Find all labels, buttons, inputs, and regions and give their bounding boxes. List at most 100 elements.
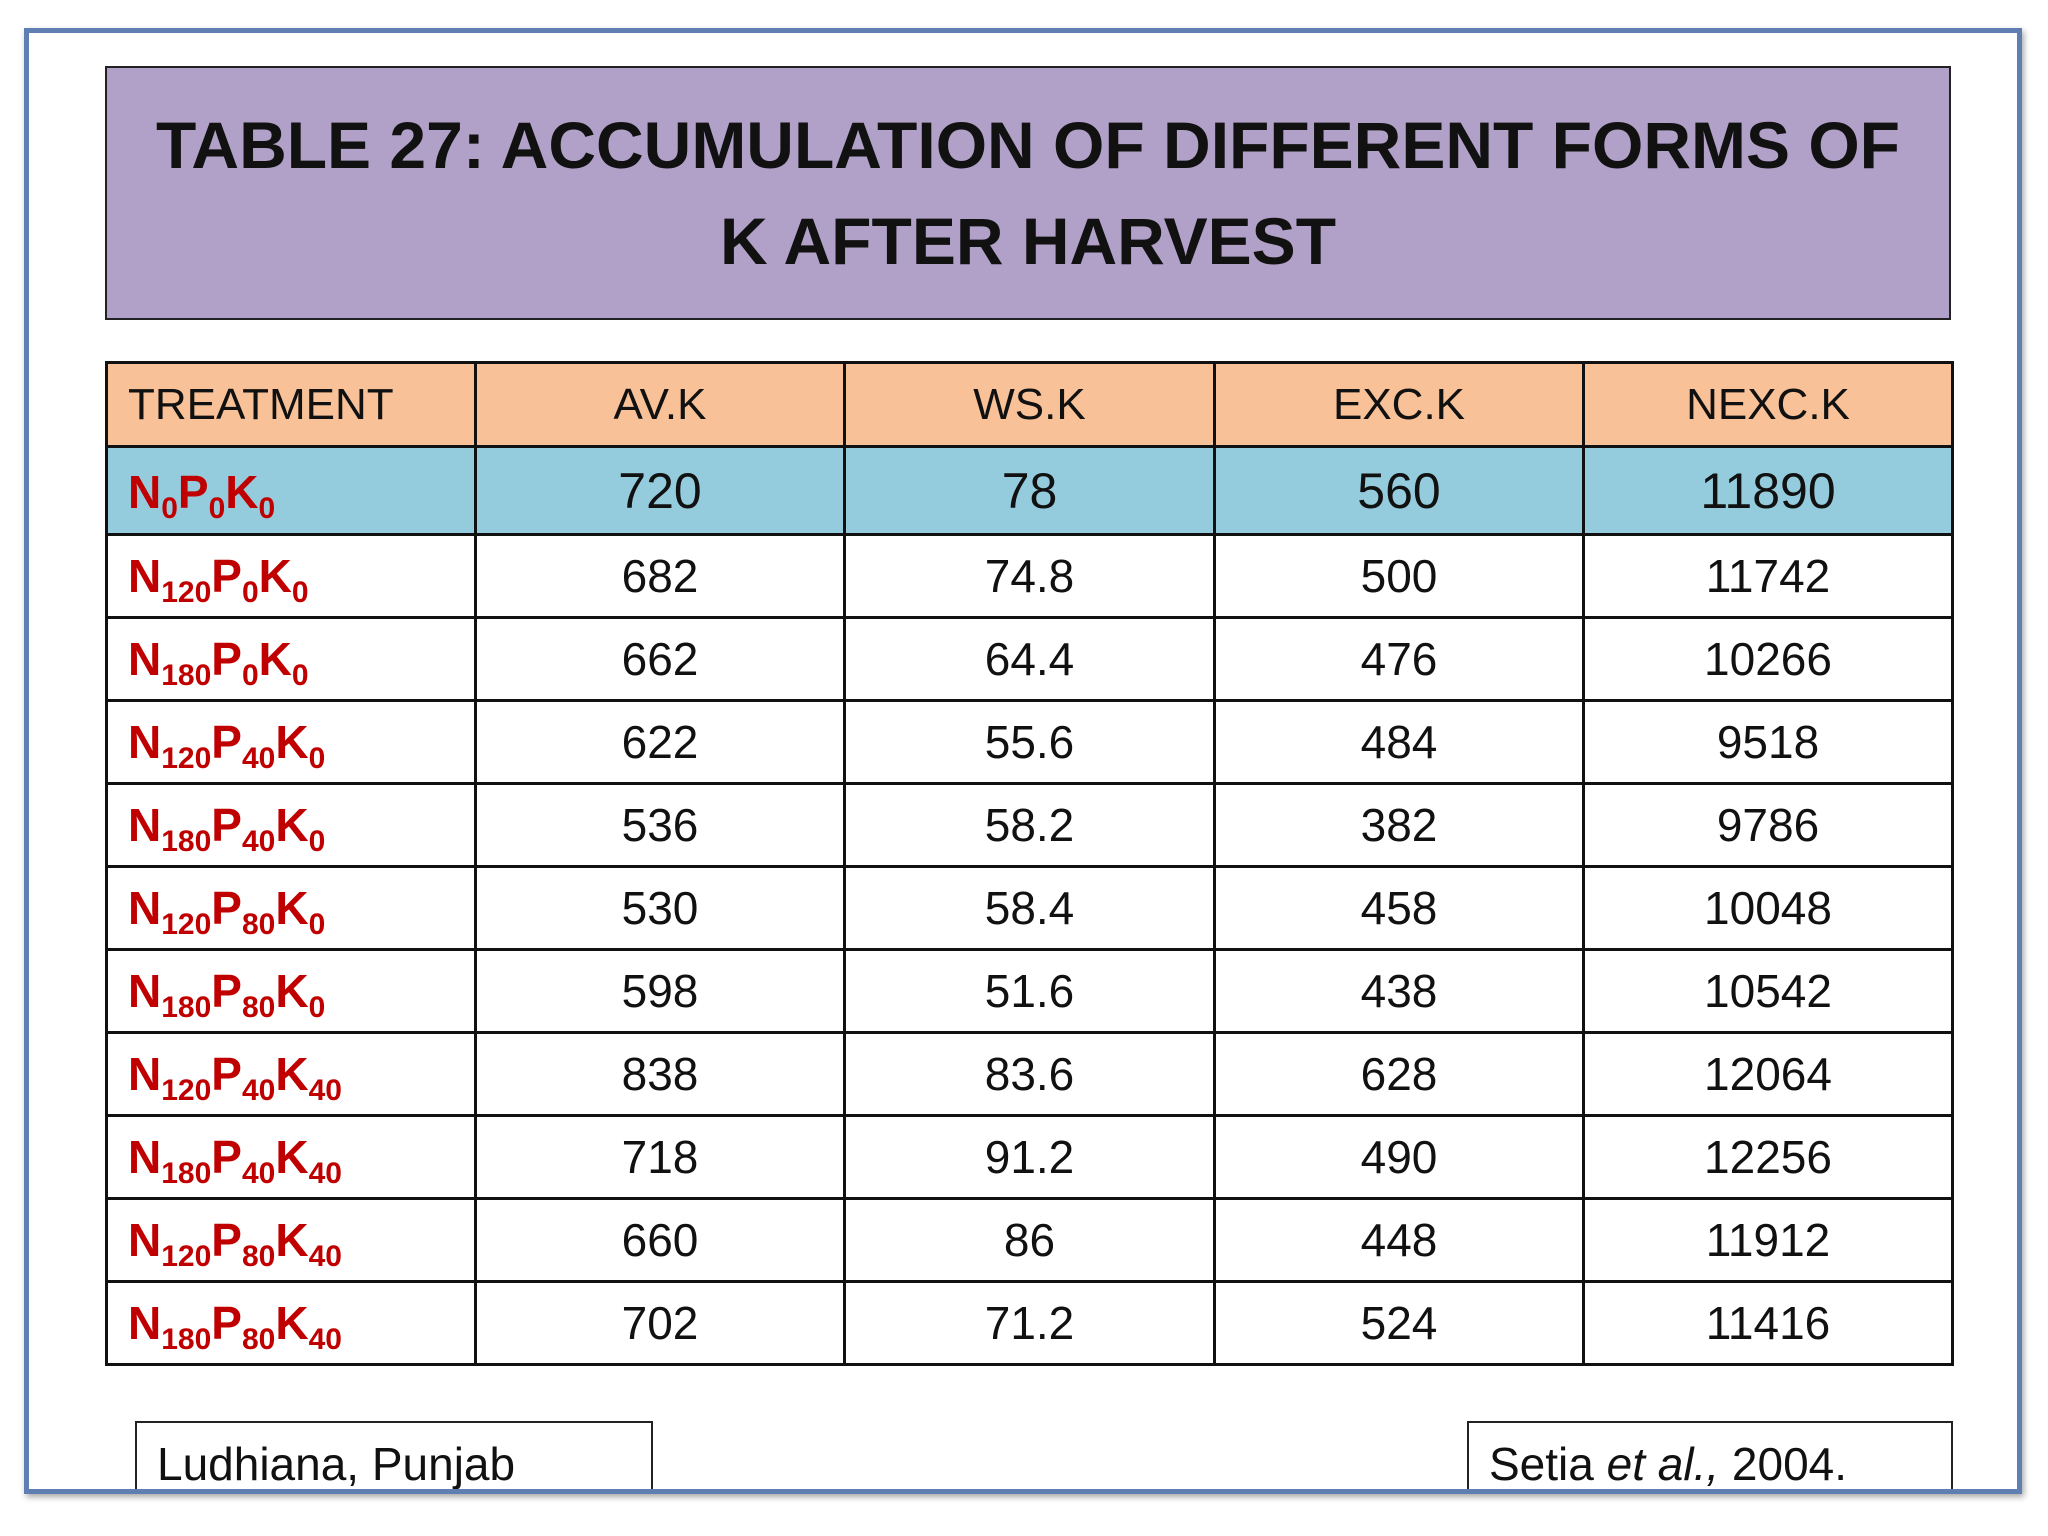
table-row: N180P80K40 702 71.2 524 11416 <box>105 1280 1954 1366</box>
treatment-p-rate: 40 <box>241 742 276 775</box>
nexc-k-cell: 12256 <box>1582 1114 1954 1200</box>
treatment-k-rate: 0 <box>308 742 326 775</box>
ws-k-cell: 58.2 <box>843 782 1216 868</box>
table-row: N180P40K0 536 58.2 382 9786 <box>105 782 1954 868</box>
treatment-p-letter: P <box>211 882 242 934</box>
treatment-p-letter: P <box>211 1131 242 1183</box>
treatment-n-letter: N <box>128 633 162 685</box>
treatment-n-letter: N <box>128 882 162 934</box>
av-k-cell: 838 <box>474 1031 846 1117</box>
header-exc-k: EXC.K <box>1213 361 1585 448</box>
treatment-cell: N120P0K0 <box>105 533 477 619</box>
nexc-k-cell: 11890 <box>1582 445 1954 536</box>
av-k-cell: 536 <box>474 782 846 868</box>
location-text: Ludhiana, Punjab <box>157 1438 516 1490</box>
treatment-p-letter: P <box>211 965 242 1017</box>
treatment-p-rate: 80 <box>241 1240 276 1273</box>
treatment-k-rate: 0 <box>308 991 326 1024</box>
table-header-row: TREATMENT AV.K WS.K EXC.K NEXC.K <box>105 361 1954 448</box>
citation-box: Setia et al., 2004. <box>1467 1421 1953 1490</box>
treatment-n-rate: 120 <box>161 908 212 941</box>
nexc-k-cell: 11742 <box>1582 533 1954 619</box>
treatment-k-letter: K <box>275 799 309 851</box>
nexc-k-cell: 11912 <box>1582 1197 1954 1283</box>
treatment-n-rate: 0 <box>161 491 178 525</box>
treatment-n-rate: 120 <box>161 1074 212 1107</box>
treatment-k-letter: K <box>225 465 259 518</box>
treatment-k-rate: 40 <box>308 1323 342 1356</box>
treatment-cell: N120P80K0 <box>105 865 477 951</box>
treatment-p-rate: 80 <box>241 908 276 941</box>
treatment-k-rate: 40 <box>308 1240 342 1273</box>
treatment-cell: N120P40K0 <box>105 699 477 785</box>
av-k-cell: 662 <box>474 616 846 702</box>
exc-k-cell: 458 <box>1213 865 1585 951</box>
treatment-n-rate: 180 <box>161 825 212 858</box>
header-ws-k: WS.K <box>843 361 1216 448</box>
nexc-k-cell: 10542 <box>1582 948 1954 1034</box>
treatment-n-letter: N <box>128 716 162 768</box>
treatment-cell: N180P80K0 <box>105 948 477 1034</box>
av-k-cell: 718 <box>474 1114 846 1200</box>
ws-k-cell: 83.6 <box>843 1031 1216 1117</box>
treatment-p-letter: P <box>211 716 242 768</box>
title-line-2: K AFTER HARVEST <box>719 204 1337 278</box>
location-box: Ludhiana, Punjab <box>135 1421 653 1490</box>
ws-k-cell: 74.8 <box>843 533 1216 619</box>
ws-k-cell: 71.2 <box>843 1280 1216 1366</box>
treatment-k-letter: K <box>258 633 292 685</box>
treatment-p-rate: 40 <box>241 825 276 858</box>
treatment-p-letter: P <box>211 799 242 851</box>
treatment-p-letter: P <box>211 633 242 685</box>
exc-k-cell: 438 <box>1213 948 1585 1034</box>
exc-k-cell: 490 <box>1213 1114 1585 1200</box>
treatment-cell: N120P40K40 <box>105 1031 477 1117</box>
treatment-cell: N0P0K0 <box>105 445 477 536</box>
treatment-p-letter: P <box>211 1297 242 1349</box>
ws-k-cell: 58.4 <box>843 865 1216 951</box>
nexc-k-cell: 9518 <box>1582 699 1954 785</box>
ws-k-cell: 78 <box>843 445 1216 536</box>
treatment-n-letter: N <box>128 799 162 851</box>
treatment-k-letter: K <box>258 550 292 602</box>
exc-k-cell: 382 <box>1213 782 1585 868</box>
av-k-cell: 702 <box>474 1280 846 1366</box>
treatment-k-letter: K <box>275 965 309 1017</box>
treatment-k-letter: K <box>275 716 309 768</box>
table-row: N120P40K0 622 55.6 484 9518 <box>105 699 1954 785</box>
av-k-cell: 622 <box>474 699 846 785</box>
treatment-k-letter: K <box>275 1131 309 1183</box>
ws-k-cell: 86 <box>843 1197 1216 1283</box>
treatment-n-letter: N <box>128 1131 162 1183</box>
ws-k-cell: 91.2 <box>843 1114 1216 1200</box>
av-k-cell: 660 <box>474 1197 846 1283</box>
exc-k-cell: 484 <box>1213 699 1585 785</box>
treatment-n-letter: N <box>128 465 162 518</box>
table-row: N180P0K0 662 64.4 476 10266 <box>105 616 1954 702</box>
nexc-k-cell: 11416 <box>1582 1280 1954 1366</box>
treatment-cell: N180P40K40 <box>105 1114 477 1200</box>
treatment-n-rate: 120 <box>161 1240 212 1273</box>
table-body: N0P0K0 720 78 560 11890 N120P0K0 682 74.8 500 117… <box>105 445 1954 1366</box>
nexc-k-cell: 10048 <box>1582 865 1954 951</box>
treatment-k-letter: K <box>275 1297 309 1349</box>
treatment-n-letter: N <box>128 1297 162 1349</box>
potassium-table: TREATMENT AV.K WS.K EXC.K NEXC.K N0P0K0 7… <box>105 361 1954 1366</box>
exc-k-cell: 476 <box>1213 616 1585 702</box>
treatment-n-letter: N <box>128 1214 162 1266</box>
treatment-p-letter: P <box>211 1214 242 1266</box>
treatment-p-rate: 40 <box>241 1157 276 1190</box>
treatment-n-letter: N <box>128 1048 162 1100</box>
av-k-cell: 682 <box>474 533 846 619</box>
treatment-k-rate: 0 <box>308 825 326 858</box>
treatment-n-rate: 180 <box>161 1157 212 1190</box>
treatment-k-rate: 0 <box>291 576 309 609</box>
treatment-k-letter: K <box>275 1048 309 1100</box>
treatment-n-rate: 180 <box>161 659 212 692</box>
table-row: N120P80K0 530 58.4 458 10048 <box>105 865 1954 951</box>
citation-year: 2004. <box>1719 1438 1848 1490</box>
treatment-k-rate: 40 <box>308 1074 342 1107</box>
exc-k-cell: 560 <box>1213 445 1585 536</box>
treatment-n-rate: 120 <box>161 742 212 775</box>
treatment-p-rate: 0 <box>241 576 259 609</box>
